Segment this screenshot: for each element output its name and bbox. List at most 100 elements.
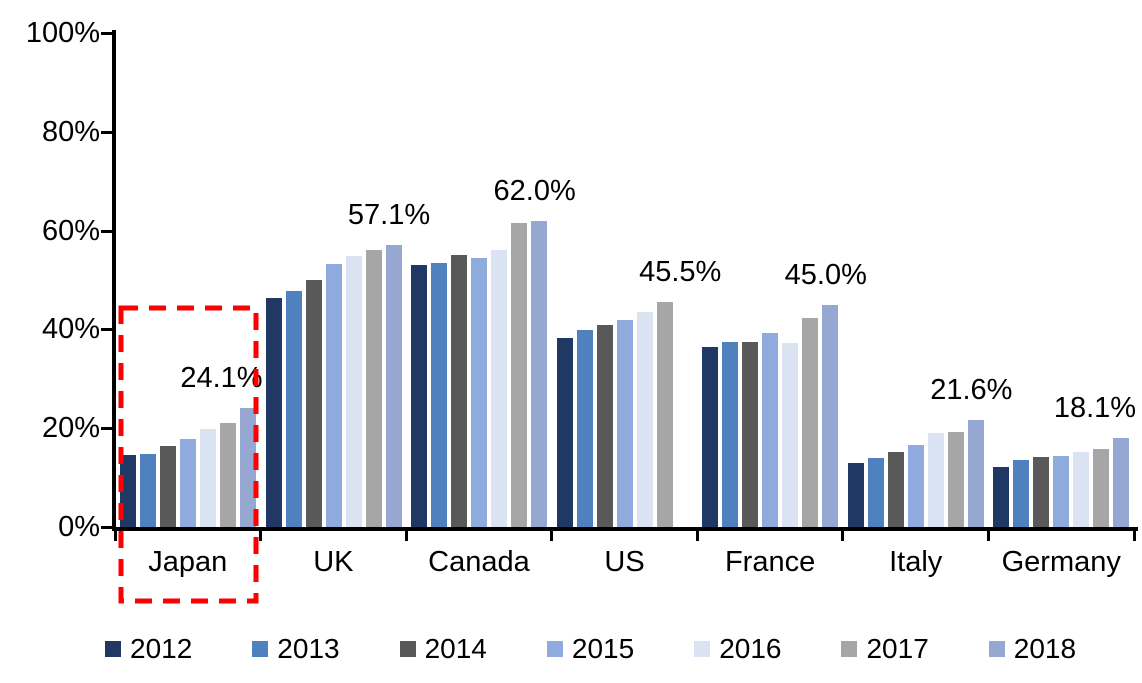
bar-italy-2014	[887, 451, 904, 527]
bar-us-2012	[556, 338, 573, 527]
x-tick-mark	[259, 531, 263, 541]
bar-france-2013	[722, 341, 739, 527]
legend-item-2013: 2013	[252, 633, 340, 665]
y-tick-label: 0%	[58, 511, 100, 543]
y-tick-mark	[101, 328, 113, 332]
y-tick-mark	[101, 32, 113, 35]
legend-label: 2015	[571, 633, 635, 664]
legend-item-2015: 2015	[546, 633, 635, 665]
x-tick-mark	[113, 531, 117, 541]
bar-france-2014	[742, 341, 759, 527]
y-tick-label: 80%	[41, 115, 100, 148]
bar-italy-2013	[867, 458, 884, 527]
legend-swatch-icon	[399, 641, 416, 657]
value-label-japan: 24.1%	[180, 361, 263, 394]
legend-swatch-icon	[694, 641, 711, 657]
bar-canada-2015	[471, 257, 488, 527]
x-category-label-us: US	[604, 546, 645, 578]
y-tick-label: 60%	[41, 214, 100, 247]
legend-label: 2018	[1013, 633, 1077, 664]
bar-germany-2016	[1073, 452, 1090, 527]
bar-japan-2012	[120, 455, 136, 527]
bar-group-uk: 57.1%	[261, 33, 430, 527]
legend-item-2012: 2012	[105, 633, 192, 665]
bar-uk-2017	[365, 250, 382, 527]
bar-uk-2013	[285, 290, 302, 527]
legend: 2012 2013 2014 2015 2016 2017 2018	[105, 633, 1076, 665]
bar-canada-2012	[411, 265, 428, 527]
legend-item-2017: 2017	[841, 633, 929, 665]
bar-uk-2018	[385, 244, 402, 527]
x-tick-mark	[695, 531, 699, 541]
y-axis-line	[112, 30, 116, 531]
bar-germany-2015	[1053, 455, 1070, 527]
bar-canada-2013	[431, 262, 448, 527]
bar-japan-2016	[200, 429, 216, 527]
bar-japan-2018	[240, 407, 256, 527]
x-tick-mark	[404, 531, 408, 541]
x-category-label-italy: Italy	[889, 546, 943, 578]
legend-item-2018: 2018	[988, 633, 1077, 665]
bar-france-2017	[802, 318, 819, 527]
x-tick-mark	[841, 531, 845, 541]
bar-canada-2017	[511, 223, 528, 527]
bar-us-2017	[656, 302, 673, 527]
bar-uk-2016	[345, 256, 362, 527]
value-label-uk: 57.1%	[347, 198, 431, 231]
bar-france-2016	[782, 343, 799, 527]
bar-italy-2012	[847, 462, 864, 527]
bar-group-italy: 21.6%	[843, 33, 1012, 527]
x-tick-mark	[986, 531, 990, 541]
bar-italy-2017	[947, 432, 964, 527]
bar-italy-2015	[907, 444, 924, 527]
legend-swatch-icon	[841, 641, 858, 657]
legend-swatch-icon	[546, 641, 563, 657]
y-tick-label: 20%	[41, 412, 100, 445]
bar-us-2015	[616, 319, 633, 527]
value-label-us: 45.5%	[639, 256, 722, 289]
bar-group-germany: 18.1%	[988, 33, 1137, 527]
x-axis-line	[112, 527, 1138, 531]
x-axis-labels: Japan UK Canada US France Italy Germany	[115, 546, 1134, 579]
bar-germany-2013	[1013, 459, 1030, 527]
bar-us-2016	[636, 312, 653, 527]
bar-germany-2012	[993, 466, 1010, 527]
y-tick-label: 100%	[25, 17, 100, 49]
x-category-label-japan: Japan	[148, 546, 228, 578]
x-category-label-germany: Germany	[1001, 546, 1121, 578]
bar-group-canada: 62.0%	[406, 33, 576, 527]
legend-item-2016: 2016	[694, 633, 781, 665]
bar-germany-2018	[1113, 437, 1130, 527]
bar-uk-2014	[305, 280, 322, 527]
legend-swatch-icon	[105, 641, 121, 657]
value-label-canada: 62.0%	[493, 174, 576, 207]
bar-japan-2013	[140, 453, 156, 527]
x-category-label-canada: Canada	[428, 546, 530, 578]
value-label-italy: 21.6%	[930, 374, 1013, 407]
bar-us-2014	[596, 325, 613, 527]
bar-france-2012	[702, 347, 719, 527]
bar-france-2018	[822, 304, 839, 527]
plot-area: 24.1% 57.1% 62.0% 45.5% 45.0% 21.6% 18.1%	[115, 33, 1137, 527]
bar-canada-2016	[491, 249, 508, 527]
x-tick-mark	[550, 531, 554, 541]
legend-label: 2017	[866, 633, 929, 664]
y-tick-mark	[101, 229, 113, 233]
x-category-label-france: France	[724, 546, 816, 578]
value-label-france: 45.0%	[784, 258, 867, 291]
bar-germany-2014	[1033, 456, 1050, 527]
bar-group-us: 45.5%	[552, 33, 721, 527]
bar-uk-2015	[325, 264, 342, 527]
bar-us-2013	[576, 329, 593, 527]
y-tick-mark	[101, 130, 113, 134]
bar-italy-2018	[967, 420, 984, 527]
legend-label: 2013	[277, 633, 340, 664]
bar-japan-2017	[220, 423, 236, 527]
legend-swatch-icon	[988, 641, 1005, 657]
x-category-label-uk: UK	[313, 546, 354, 578]
legend-item-2014: 2014	[399, 633, 487, 665]
bar-uk-2012	[265, 298, 282, 527]
bar-canada-2014	[451, 255, 468, 527]
value-label-germany: 18.1%	[1053, 391, 1137, 424]
